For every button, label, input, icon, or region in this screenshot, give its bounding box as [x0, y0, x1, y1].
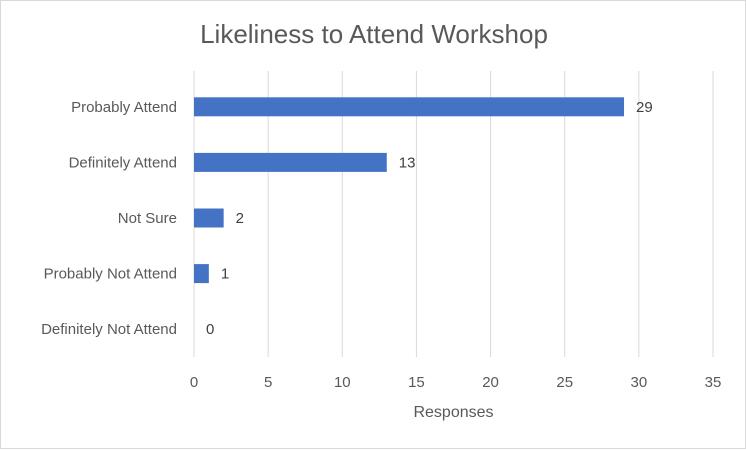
data-label: 0: [206, 321, 214, 338]
x-tick-label: 35: [705, 374, 722, 391]
bar: [194, 208, 224, 228]
x-tick-label: 30: [631, 374, 648, 391]
category-label: Definitely Not Attend: [41, 321, 177, 338]
category-label: Definitely Attend: [69, 154, 177, 171]
category-label: Probably Attend: [71, 99, 177, 116]
x-tick-label: 5: [264, 374, 272, 391]
bar: [194, 97, 625, 117]
x-tick-label: 20: [482, 374, 499, 391]
chart-title: Likeliness to Attend Workshop: [200, 19, 548, 49]
x-tick-label: 15: [408, 374, 425, 391]
data-label: 1: [221, 266, 229, 283]
bar: [194, 152, 387, 172]
category-label: Not Sure: [118, 210, 177, 227]
data-label: 13: [399, 154, 416, 171]
data-label: 2: [236, 210, 244, 227]
category-label: Probably Not Attend: [44, 266, 177, 283]
x-tick-label: 25: [556, 374, 573, 391]
x-tick-label: 10: [334, 374, 351, 391]
bar: [194, 264, 209, 284]
x-axis-title: Responses: [413, 404, 493, 421]
data-label: 29: [636, 99, 653, 116]
x-tick-label: 0: [190, 374, 198, 391]
